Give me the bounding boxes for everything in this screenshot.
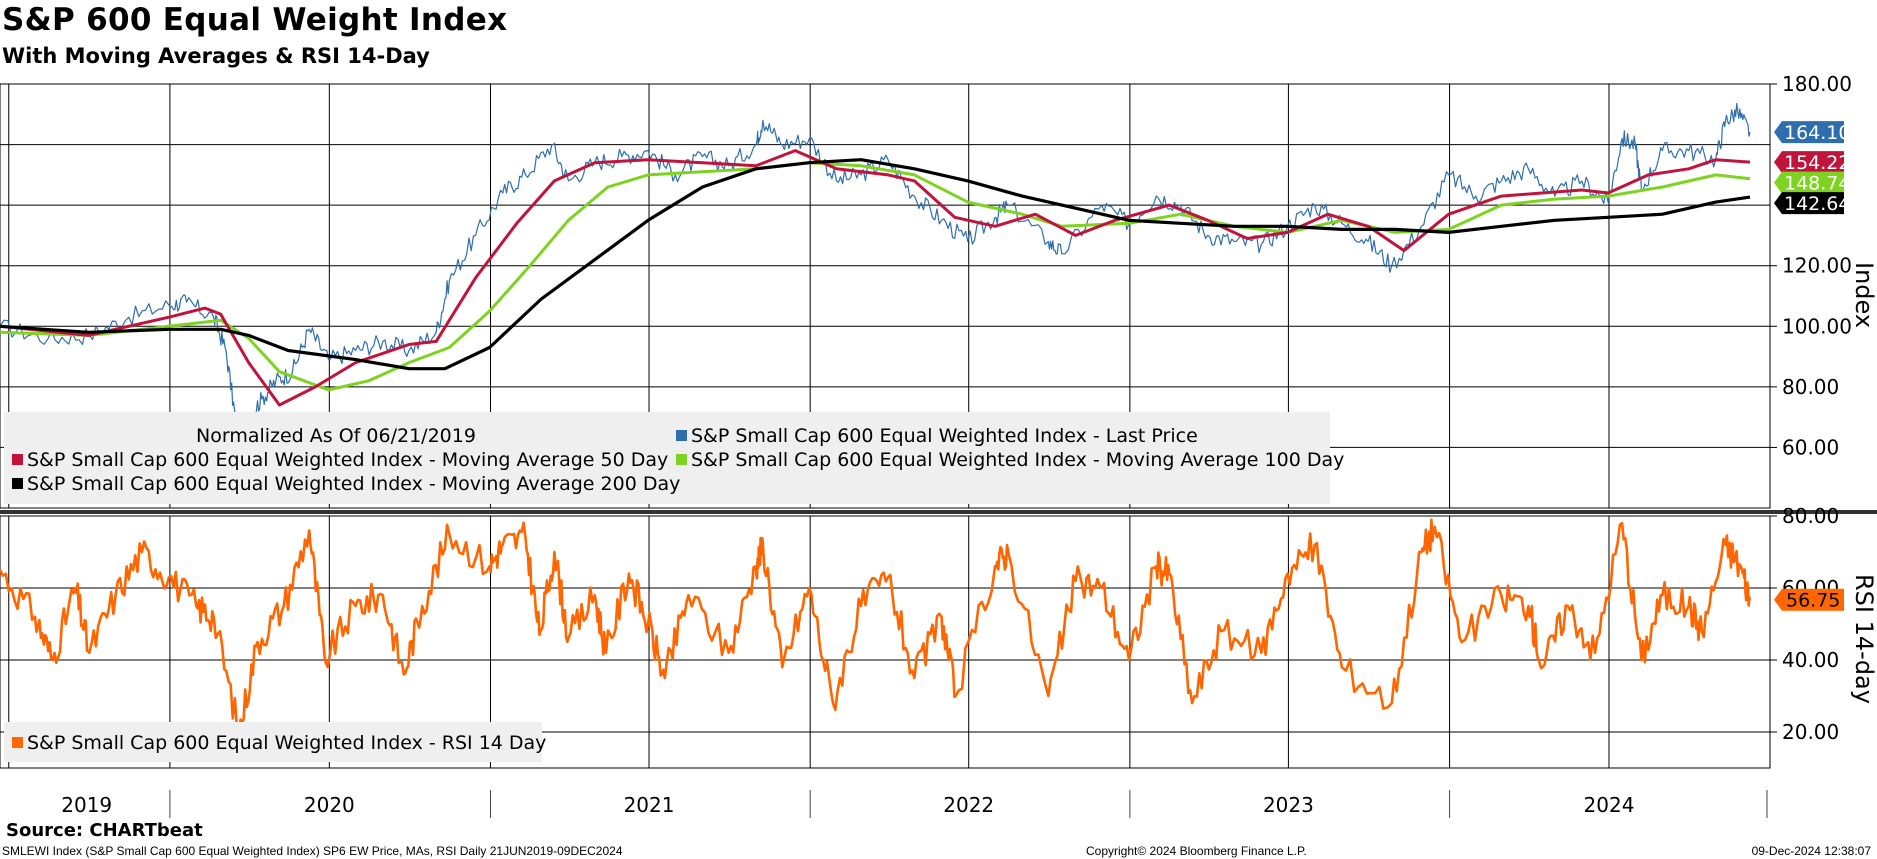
last-value-tag-text: 164.10 [1784,122,1850,144]
x-tick-label: 2023 [1263,793,1314,817]
last-value-tag-last_price: 164.10 [1774,121,1850,144]
legend-item-last-price: S&P Small Cap 600 Equal Weighted Index -… [676,425,1198,447]
series-line-ma200 [0,158,1751,371]
x-tick-label: 2024 [1584,793,1635,817]
series-line-ma100 [0,161,1751,392]
legend-item-ma200: S&P Small Cap 600 Equal Weighted Index -… [12,473,680,495]
legend-swatch-last-price [676,430,687,441]
legend-normalized-note: Normalized As Of 06/21/2019 [196,425,476,447]
legend-label-ma200: S&P Small Cap 600 Equal Weighted Index -… [27,473,681,495]
rsi-legend [4,722,542,762]
legend-label-ma100: S&P Small Cap 600 Equal Weighted Index -… [691,449,1345,471]
rsi-y-tick-label: 80.00 [1782,504,1839,528]
footer-description: SMLEWI Index (S&P Small Cap 600 Equal We… [2,844,623,858]
price-y-tick-label: 60.00 [1782,435,1839,459]
legend-label-last-price: S&P Small Cap 600 Equal Weighted Index -… [691,425,1198,447]
price-y-tick-label: 100.00 [1782,314,1852,338]
source-note: Source: CHARTbeat [6,820,203,841]
last-value-tag-bg [1774,171,1844,194]
x-tick-label: 2022 [943,793,994,817]
last-value-tag-text: 142.64 [1784,193,1850,215]
series-line-ma50 [0,149,1751,407]
legend-label-rsi: S&P Small Cap 600 Equal Weighted Index -… [27,732,547,754]
footer-copyright: Copyright© 2024 Bloomberg Finance L.P. [1086,844,1307,858]
last-value-tag-text: 148.74 [1784,173,1850,195]
legend-item-ma50: S&P Small Cap 600 Equal Weighted Index -… [12,449,668,471]
price-y-tick-label: 180.00 [1782,72,1852,96]
last-value-tag-ma50: 154.22 [1774,151,1850,174]
last-value-tag-rsi: 56.75 [1774,588,1844,612]
legend-item-rsi: S&P Small Cap 600 Equal Weighted Index -… [12,732,546,754]
last-value-tag-bg [1774,192,1844,215]
legend-swatch-ma200 [12,478,23,489]
legend-swatch-rsi [12,737,23,748]
chart-title: S&P 600 Equal Weight Index [2,2,508,38]
legend-swatch-ma100 [676,454,687,465]
last-value-tag-text: 56.75 [1786,590,1840,612]
price-y-tick-label: 80.00 [1782,375,1839,399]
footer-timestamp: 09-Dec-2024 12:38:07 [1751,844,1871,858]
rsi-y-tick-label: 40.00 [1782,648,1839,672]
last-value-tag-bg [1774,588,1844,611]
chart-subtitle: With Moving Averages & RSI 14-Day [2,44,430,68]
x-tick-label: 2019 [61,793,112,817]
last-value-tag-ma100: 148.74 [1774,171,1850,195]
legend-item-ma100: S&P Small Cap 600 Equal Weighted Index -… [676,449,1344,471]
price-y-axis-label: Index [1850,262,1877,328]
rsi-y-tick-label: 20.00 [1782,720,1839,744]
legend-label-ma50: S&P Small Cap 600 Equal Weighted Index -… [27,449,669,471]
last-value-tag-text: 154.22 [1784,152,1850,174]
legend-swatch-ma50 [12,454,23,465]
price-legend [4,412,1330,504]
x-tick-label: 2021 [624,793,675,817]
rsi-y-axis-label: RSI 14-day [1850,574,1877,704]
price-y-tick-label: 120.00 [1782,254,1852,278]
x-tick-label: 2020 [304,793,355,817]
series-line-rsi [0,518,1752,734]
last-value-tag-ma200: 142.64 [1774,192,1850,215]
last-value-tag-bg [1774,151,1844,174]
last-value-tag-bg [1774,121,1844,144]
